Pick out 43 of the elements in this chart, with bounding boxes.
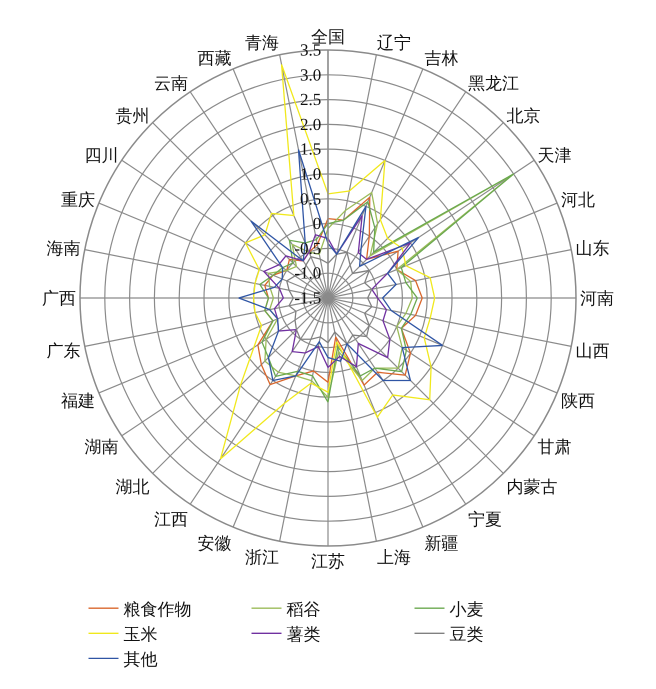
legend-label: 稻谷 [286, 600, 320, 619]
spoke-label: 四川 [84, 146, 118, 165]
spoke-label: 湖北 [116, 478, 150, 497]
legend-label: 其他 [124, 650, 158, 670]
spoke-label: 湖南 [84, 437, 118, 456]
spoke-label: 新疆 [424, 534, 458, 553]
legend-label: 玉米 [124, 624, 158, 644]
spoke-label: 贵州 [116, 106, 150, 126]
spoke-label: 海南 [46, 238, 81, 258]
legend-label: 粮食作物 [124, 600, 192, 619]
y-tick-label: 0 [312, 214, 322, 234]
spoke-label: 云南 [154, 74, 188, 93]
spoke-label: 广西 [42, 288, 76, 308]
spoke-label: 河南 [580, 288, 614, 308]
spoke-label: 山东 [575, 238, 610, 258]
spoke-label: 河北 [560, 190, 595, 210]
spoke-label: 辽宁 [377, 34, 412, 53]
y-tick-label: -1.0 [294, 264, 322, 283]
spoke-label: 内蒙古 [506, 478, 558, 497]
legend-label: 薯类 [286, 624, 320, 644]
legend-label: 小麦 [450, 600, 484, 619]
spoke-label: 甘肃 [538, 437, 572, 456]
spoke-label: 吉林 [424, 49, 458, 68]
y-tick-label: -1.5 [294, 288, 322, 308]
spoke-label: 宁夏 [468, 510, 502, 530]
spoke-label: 江西 [154, 510, 188, 530]
spoke-label: 青海 [244, 34, 279, 53]
spoke-label: 黑龙江 [468, 74, 520, 93]
spoke-label: 山西 [575, 341, 610, 360]
spoke-label: 上海 [377, 548, 412, 568]
spoke-label: 西藏 [198, 49, 232, 68]
spoke-label: 江苏 [311, 552, 345, 572]
spoke-label: 陕西 [560, 391, 595, 410]
legend-label: 豆类 [450, 624, 484, 644]
y-tick-label: 2.5 [300, 90, 322, 110]
y-tick-label: 3.0 [300, 65, 322, 84]
spoke-label: 天津 [538, 146, 572, 165]
spoke-label: 浙江 [244, 548, 279, 568]
spoke-label: 安徽 [198, 534, 232, 553]
spoke-label: 重庆 [61, 190, 96, 210]
spoke-label: 福建 [61, 391, 96, 410]
spoke-label: 广东 [46, 341, 81, 360]
spoke-label: 北京 [506, 106, 540, 126]
